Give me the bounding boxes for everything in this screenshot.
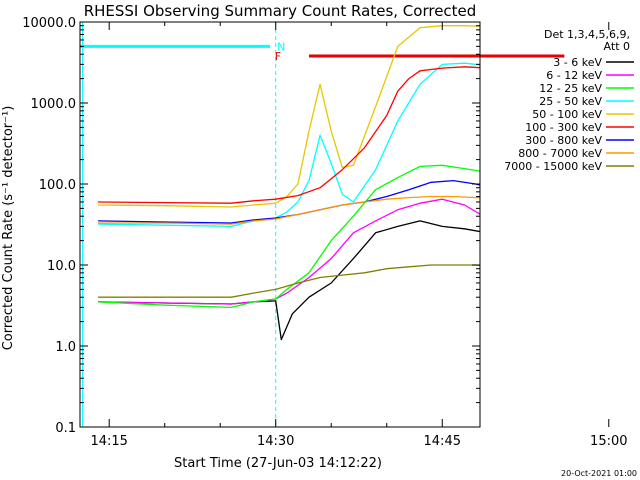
y-tick-label-2: 10.0 <box>47 259 76 274</box>
legend-label-4: 50 - 100 keV <box>532 108 602 121</box>
y-tick-label-5: 10000.0 <box>22 16 76 31</box>
status-label-F: F <box>275 50 281 63</box>
legend-label-5: 100 - 300 keV <box>525 121 602 134</box>
x-tick-label-1: 14:30 <box>257 434 294 449</box>
y-tick-label-3: 100.0 <box>39 178 76 193</box>
plot-area: NFS <box>80 22 565 427</box>
legend-label-3: 25 - 50 keV <box>539 95 602 108</box>
y-axis: 0.1 1.0 10.0 100.0 1000.0 10000.0 <box>22 16 480 436</box>
series-2-segment-0 <box>98 164 480 309</box>
series-0-segment-0 <box>98 220 480 341</box>
series-6-segment-0 <box>98 179 480 224</box>
x-tick-label-0: 14:15 <box>90 434 127 449</box>
legend-label-2: 12 - 25 keV <box>539 82 602 95</box>
status-label-N: N <box>277 40 285 53</box>
series-8-segment-0 <box>98 264 480 298</box>
y-tick-label-0: 0.1 <box>55 421 76 436</box>
y-tick-label-4: 1000.0 <box>31 97 77 112</box>
series-4-segment-0 <box>98 25 480 208</box>
series-group <box>98 25 480 341</box>
y-tick-label-1: 1.0 <box>55 340 76 355</box>
legend-label-6: 300 - 800 keV <box>525 134 602 147</box>
y-axis-label: Corrected Count Rate (s⁻¹ detector⁻¹) <box>1 106 16 351</box>
legend-label-8: 7000 - 15000 keV <box>504 160 602 173</box>
series-3-segment-0 <box>98 62 480 228</box>
x-tick-label-3: 15:00 <box>590 434 627 449</box>
legend-header-line-2: Att 0 <box>604 40 630 53</box>
legend-label-0: 3 - 6 keV <box>553 56 602 69</box>
x-axis-label: Start Time (27-Jun-03 14:12:22) <box>174 456 382 471</box>
plot-frame <box>79 21 481 428</box>
legend-label-1: 6 - 12 keV <box>546 69 602 82</box>
x-tick-label-2: 14:45 <box>424 434 461 449</box>
chart-title: RHESSI Observing Summary Count Rates, Co… <box>84 2 477 20</box>
legend-label-7: 800 - 7000 keV <box>518 147 602 160</box>
series-7-segment-0 <box>98 195 480 225</box>
legend-header-line-1: Det 1,3,4,5,6,9, <box>544 28 630 41</box>
series-5-segment-0 <box>98 66 480 204</box>
footer-timestamp: 20-Oct-2021 01:00 <box>561 469 637 478</box>
